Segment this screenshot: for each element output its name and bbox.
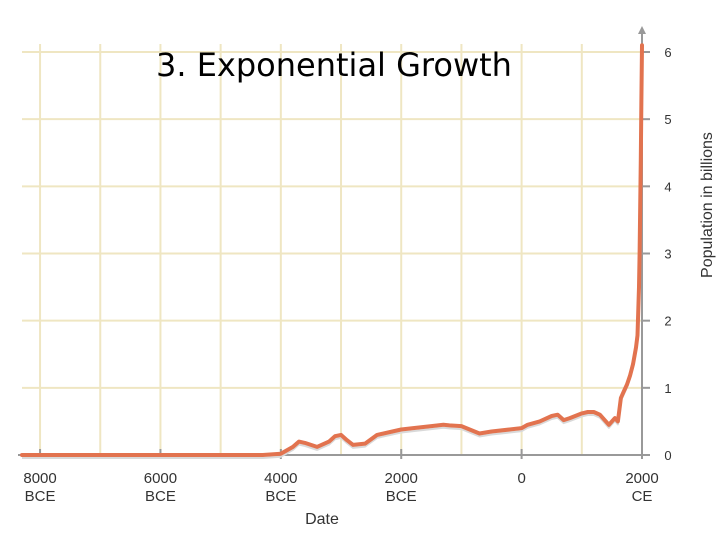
y-axis-arrow	[638, 26, 646, 34]
x-tick-label: 0	[517, 470, 525, 487]
chart-series	[20, 43, 644, 459]
y-tick-label: 3	[664, 247, 671, 262]
x-tick-label-era: BCE	[265, 488, 296, 505]
population-line	[20, 43, 644, 457]
y-axis-label: Population in billions	[699, 132, 716, 278]
x-tick-label: 2000	[625, 470, 658, 487]
chart-axes	[18, 26, 650, 459]
x-axis-label: Date	[305, 511, 339, 528]
y-tick-label: 1	[664, 381, 671, 396]
x-tick-label: 2000	[385, 470, 418, 487]
x-tick-label: 4000	[264, 470, 297, 487]
x-tick-label-era: BCE	[25, 488, 56, 505]
x-tick-label-era: BCE	[386, 488, 417, 505]
y-tick-label: 2	[664, 314, 671, 329]
y-tick-labels: 0 1 2 3 4 5 6	[664, 45, 671, 463]
x-tick-label-era: CE	[632, 488, 653, 505]
chart-grid	[22, 44, 642, 455]
x-tick-label-era: BCE	[145, 488, 176, 505]
x-tick-label: 6000	[144, 470, 177, 487]
y-tick-label: 6	[664, 45, 671, 60]
y-tick-label: 4	[664, 179, 671, 194]
x-tick-label: 8000	[23, 470, 56, 487]
slide-title: 3. Exponential Growth	[156, 46, 512, 84]
y-tick-label: 5	[664, 112, 671, 127]
y-tick-label: 0	[664, 448, 671, 463]
